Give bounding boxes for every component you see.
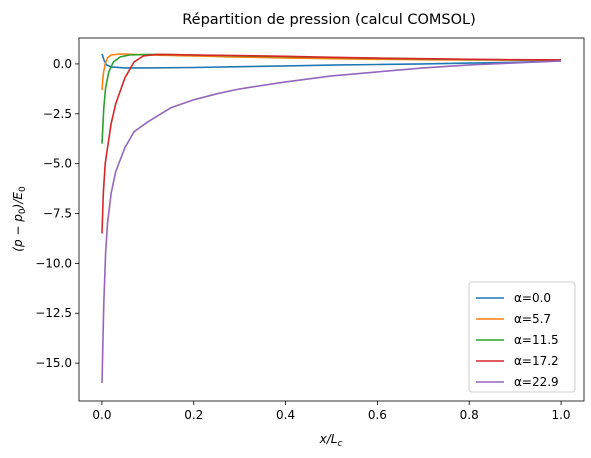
legend-label-0: α=0.0	[514, 291, 551, 305]
y-tick-label: −2.5	[43, 107, 72, 121]
series-line-4	[101, 60, 562, 384]
series-line-0	[101, 53, 562, 69]
series-line-3	[101, 53, 562, 234]
plot-series-group	[101, 53, 562, 384]
y-tick-label: −10.0	[35, 256, 72, 270]
x-tick-label: 1.0	[551, 408, 570, 422]
y-axis-label: (p − p0)/E0	[11, 186, 28, 252]
plot-frame	[78, 37, 585, 402]
y-tick-label: −12.5	[35, 306, 72, 320]
x-axis-label: x/Lc	[319, 432, 343, 449]
legend-label-4: α=22.9	[514, 375, 559, 389]
chart-title: Répartition de pression (calcul COMSOL)	[182, 12, 476, 28]
legend-label-1: α=5.7	[514, 312, 551, 326]
legend-label-3: α=17.2	[514, 354, 559, 368]
y-tick-label: 0.0	[53, 57, 72, 71]
x-tick-label: 0.8	[460, 408, 479, 422]
x-tick-label: 0.2	[184, 408, 203, 422]
legend-label-2: α=11.5	[514, 333, 559, 347]
y-tick-label: −7.5	[43, 207, 72, 221]
x-tick-label: 0.6	[368, 408, 387, 422]
legend-box	[468, 281, 576, 393]
x-axis: 0.0 0.2 0.4 0.6 0.8 1.0	[92, 401, 571, 422]
y-axis: 0.0 −2.5 −5.0 −7.5 −10.0 −12.5 −15.0	[35, 57, 79, 370]
x-tick-label: 0.0	[92, 408, 111, 422]
y-tick-label: −15.0	[35, 356, 72, 370]
x-tick-label: 0.4	[276, 408, 295, 422]
y-tick-label: −5.0	[43, 157, 72, 171]
legend: α=0.0 α=5.7 α=11.5 α=17.2 α=22.9	[468, 281, 576, 393]
